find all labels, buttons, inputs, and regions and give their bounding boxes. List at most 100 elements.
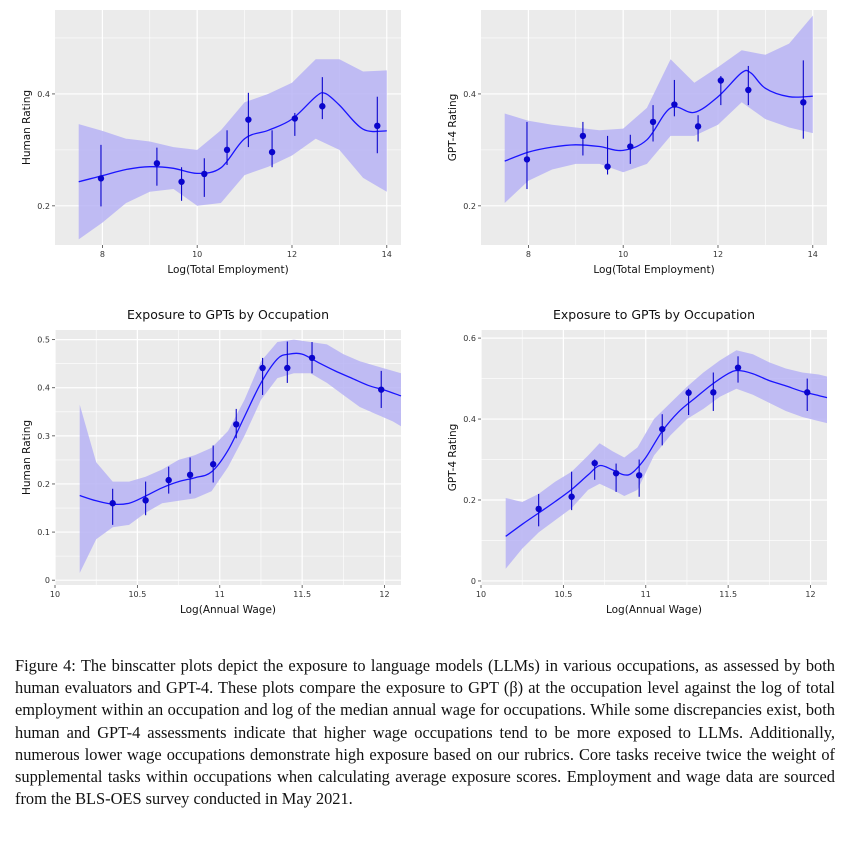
chart-svg: 8 10 12 14 0.2 0.4 Log(Total Employment) GPT-4 … [447, 10, 827, 276]
data-point [319, 103, 326, 110]
y-tick-label: 0.4 [463, 415, 476, 424]
data-point-group [209, 445, 217, 483]
data-point [649, 118, 657, 126]
x-tick-label: 10 [476, 590, 486, 599]
chart-wage-human: 10 10.5 11 11.5 12 0 0.1 0.2 0.3 0.4 0.5 Log(Annual… [0, 298, 420, 628]
data-point [535, 505, 542, 513]
data-point-group [800, 60, 807, 139]
data-point [710, 389, 717, 396]
x-tick-label: 10.5 [128, 590, 146, 599]
data-point [201, 170, 208, 178]
data-point [153, 160, 161, 167]
data-point-group [291, 112, 299, 136]
y-tick-label: 0.2 [37, 480, 50, 489]
data-point [268, 148, 276, 156]
data-point [671, 101, 678, 108]
data-point-group [694, 115, 702, 142]
figure-caption: Figure 4: The binscatter plots depict th… [15, 655, 835, 810]
y-axis-label: Human Rating [21, 90, 33, 165]
x-tick-label: 10 [192, 250, 202, 259]
data-point-group [319, 77, 326, 120]
y-tick-label: 0.4 [37, 384, 50, 393]
data-point [97, 175, 105, 182]
data-point [717, 77, 725, 84]
y-tick-label: 0.6 [463, 334, 476, 343]
data-point-group [635, 459, 643, 497]
data-point [694, 123, 702, 130]
x-tick-label: 11 [215, 590, 225, 599]
y-tick-label: 0.4 [37, 90, 50, 99]
chart-svg: 10 10.5 11 11.5 12 0 0.1 0.2 0.3 0.4 0.5 Log(Annual… [21, 307, 402, 616]
x-axis-label: Log(Annual Wage) [606, 604, 702, 616]
data-point-group [579, 121, 587, 156]
data-point-group [259, 357, 266, 395]
x-tick-label: 14 [808, 250, 818, 259]
data-point-group [165, 466, 172, 494]
data-point-group [186, 457, 194, 494]
data-point-group [374, 96, 381, 154]
data-point-group [378, 370, 385, 408]
data-point [800, 99, 807, 106]
data-point [209, 461, 217, 468]
data-point [178, 178, 185, 185]
data-point [291, 115, 299, 122]
x-tick-label: 8 [100, 250, 105, 259]
data-point [142, 497, 149, 504]
data-point [579, 132, 587, 140]
x-tick-label: 10 [618, 250, 628, 259]
data-point-group [284, 341, 291, 383]
data-point-group [223, 130, 231, 165]
data-point-group [178, 167, 185, 201]
data-point [685, 389, 692, 396]
data-point [223, 146, 231, 154]
x-tick-label: 10.5 [554, 590, 572, 599]
data-point [612, 470, 620, 477]
fit-line [504, 69, 813, 162]
y-tick-label: 0 [45, 576, 50, 585]
data-point-group [535, 493, 542, 527]
fit-line [78, 92, 387, 183]
data-point [568, 493, 575, 500]
data-point [378, 386, 385, 393]
data-point-group [745, 65, 752, 106]
data-point-group [568, 471, 575, 511]
x-tick-label: 11 [641, 590, 651, 599]
data-point [374, 122, 381, 130]
data-point-group [268, 130, 276, 168]
x-tick-label: 12 [805, 590, 815, 599]
data-point-group [201, 158, 208, 197]
x-tick-label: 10 [50, 590, 60, 599]
x-axis-label: Log(Annual Wage) [180, 604, 276, 616]
y-axis-label: GPT-4 Rating [447, 94, 459, 162]
x-tick-label: 11.5 [719, 590, 737, 599]
confidence-band [504, 15, 813, 203]
data-point-group [308, 342, 316, 374]
data-point [109, 500, 116, 507]
confidence-band [505, 350, 827, 569]
y-axis-label: GPT-4 Rating [447, 424, 459, 492]
y-axis-label: Human Rating [21, 420, 33, 495]
data-point-group [233, 408, 240, 439]
x-tick-label: 12 [713, 250, 723, 259]
data-point [186, 471, 194, 479]
data-point [245, 116, 252, 123]
data-point-group [142, 481, 149, 516]
x-tick-label: 14 [382, 250, 392, 259]
y-tick-label: 0.1 [37, 528, 50, 537]
confidence-band [78, 59, 387, 240]
data-point-group [109, 488, 116, 525]
x-tick-label: 11.5 [293, 590, 311, 599]
x-tick-label: 12 [379, 590, 389, 599]
x-tick-label: 12 [287, 250, 297, 259]
data-point [233, 421, 240, 428]
data-point-group [245, 92, 252, 148]
x-tick-label: 8 [526, 250, 531, 259]
data-point-group [710, 372, 717, 411]
y-tick-label: 0.5 [37, 336, 50, 345]
data-point-group [685, 388, 692, 415]
data-point [523, 156, 531, 163]
chart-title: Exposure to GPTs by Occupation [553, 307, 755, 322]
caption-text: Figure 4: The binscatter plots depict th… [15, 656, 835, 809]
x-axis-label: Log(Total Employment) [167, 264, 288, 276]
y-tick-label: 0 [471, 577, 476, 586]
